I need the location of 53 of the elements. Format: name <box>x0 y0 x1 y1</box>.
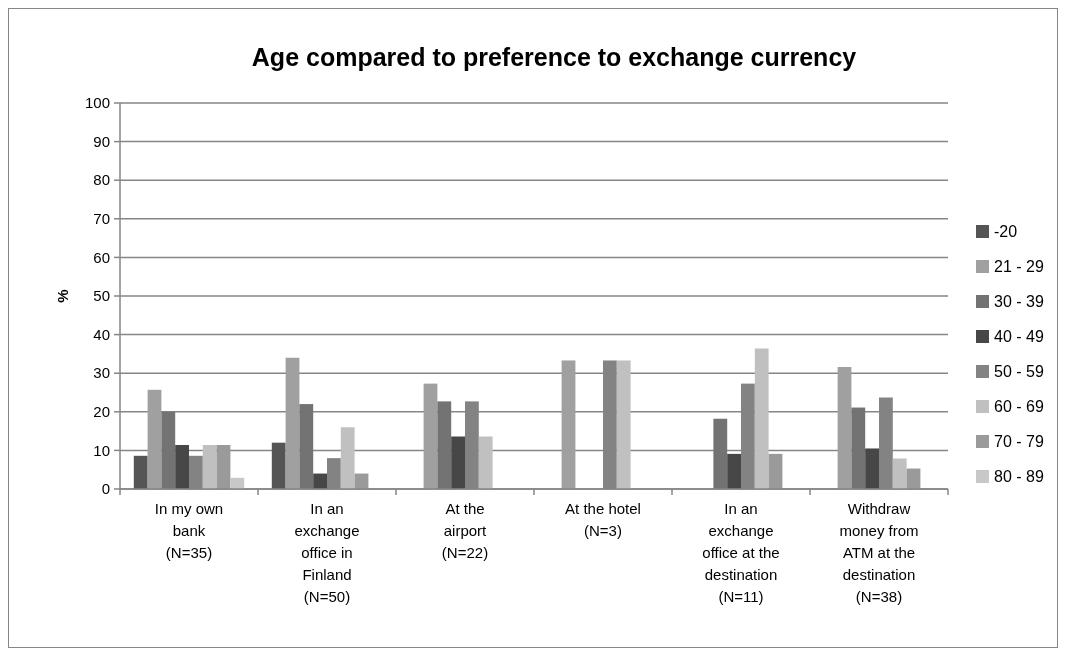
bar <box>451 436 465 489</box>
bar <box>561 360 576 489</box>
bar <box>230 477 245 489</box>
bar <box>478 436 493 489</box>
x-tick-label: In my own bank (N=35) <box>154 500 224 561</box>
bar <box>851 407 866 489</box>
bar <box>616 360 631 489</box>
x-tick-label: At the hotel (N=3) <box>565 500 641 539</box>
legend-label: 50 - 59 <box>994 362 1044 380</box>
bar <box>299 404 314 489</box>
bar <box>175 445 189 489</box>
bar <box>133 455 148 489</box>
y-tick-label: 20 <box>93 403 110 421</box>
bar <box>713 418 728 489</box>
chart-title: Age compared to preference to exchange currency <box>251 43 857 71</box>
bar <box>837 367 852 489</box>
y-tick-label: 10 <box>93 441 110 459</box>
bar <box>768 453 783 489</box>
y-tick-label: 70 <box>93 210 110 228</box>
legend-label: 40 - 49 <box>994 327 1044 345</box>
y-tick-label: 100 <box>84 94 110 112</box>
x-tick-label: Withdraw money from ATM at the destination (N=38) <box>839 500 919 605</box>
y-tick-label: 60 <box>93 248 110 266</box>
y-tick-label: 90 <box>93 132 110 150</box>
bar <box>423 383 438 489</box>
bar <box>202 445 217 489</box>
bar <box>892 458 907 489</box>
bar <box>285 357 300 489</box>
x-tick-label: In an exchange office in Finland (N=50) <box>294 500 360 605</box>
y-tick-label: 80 <box>93 171 110 189</box>
x-tick-label: In an exchange office at the destination (N=11) <box>702 500 780 605</box>
bar <box>161 411 176 489</box>
x-tick-label: At the airport (N=22) <box>441 500 489 561</box>
bar <box>754 348 769 489</box>
legend-label: 30 - 39 <box>994 292 1044 310</box>
legend-label: -20 <box>994 222 1018 240</box>
legend-label: 70 - 79 <box>994 432 1044 450</box>
y-tick-label: 50 <box>93 287 110 305</box>
y-tick-label: 30 <box>93 364 110 382</box>
y-tick-label: 40 <box>93 325 110 343</box>
bar <box>147 389 162 489</box>
bar <box>865 448 879 489</box>
bar <box>271 442 286 489</box>
legend-label: 21 - 29 <box>994 257 1044 275</box>
bar <box>216 445 231 489</box>
legend-label: 60 - 69 <box>994 397 1044 415</box>
legend-label: 80 - 89 <box>994 467 1044 485</box>
y-tick-label: 0 <box>101 480 110 498</box>
bar <box>313 473 327 489</box>
bar <box>727 453 741 489</box>
bar <box>437 401 452 489</box>
y-axis-title: % <box>54 289 71 303</box>
bar <box>340 427 355 489</box>
